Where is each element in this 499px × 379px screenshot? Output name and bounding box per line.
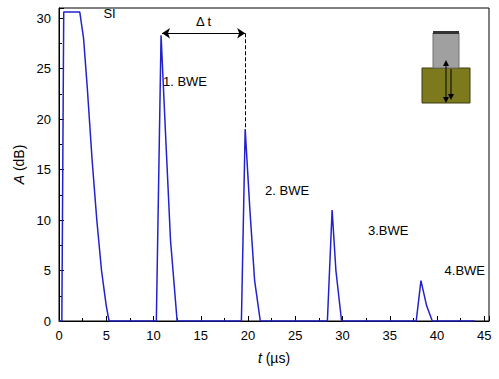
svg-text:10: 10 bbox=[146, 328, 160, 343]
svg-text:4.BWE: 4.BWE bbox=[445, 263, 486, 278]
svg-text:15: 15 bbox=[194, 328, 208, 343]
svg-text:0: 0 bbox=[44, 314, 51, 329]
svg-text:45: 45 bbox=[477, 328, 491, 343]
svg-text:5: 5 bbox=[44, 263, 51, 278]
svg-text:30: 30 bbox=[335, 328, 349, 343]
svg-text:10: 10 bbox=[37, 213, 51, 228]
svg-text:0: 0 bbox=[55, 328, 62, 343]
svg-text:30: 30 bbox=[37, 11, 51, 26]
svg-text:A: A bbox=[11, 175, 27, 185]
svg-text:25: 25 bbox=[288, 328, 302, 343]
svg-text:(µs): (µs) bbox=[262, 350, 290, 366]
svg-text:Δ t: Δ t bbox=[196, 14, 212, 29]
svg-text:15: 15 bbox=[37, 162, 51, 177]
svg-text:2. BWE: 2. BWE bbox=[265, 183, 309, 198]
svg-text:35: 35 bbox=[383, 328, 397, 343]
svg-text:40: 40 bbox=[430, 328, 444, 343]
svg-text:5: 5 bbox=[103, 328, 110, 343]
svg-text:(dB): (dB) bbox=[11, 145, 27, 175]
svg-text:20: 20 bbox=[241, 328, 255, 343]
svg-text:25: 25 bbox=[37, 61, 51, 76]
svg-text:20: 20 bbox=[37, 112, 51, 127]
svg-text:SI: SI bbox=[103, 6, 115, 21]
svg-text:1. BWE: 1. BWE bbox=[163, 74, 207, 89]
svg-text:3.BWE: 3.BWE bbox=[368, 223, 409, 238]
svg-text:t: t bbox=[257, 350, 262, 366]
